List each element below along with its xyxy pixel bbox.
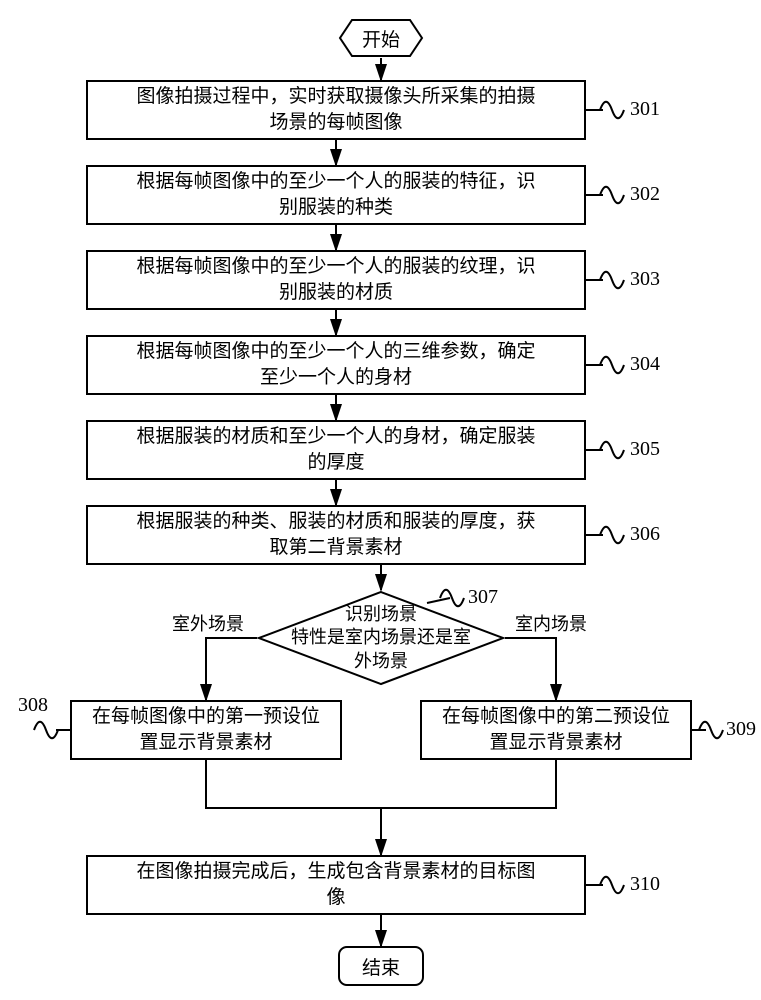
branch-right-label: 室内场景 [515,610,587,636]
label-303: 303 [630,268,660,291]
label-301: 301 [630,98,660,121]
label-304: 304 [630,353,660,376]
step-309: 在每帧图像中的第二预设位 置显示背景素材 [420,700,692,760]
label-306: 306 [630,523,660,546]
decision-307-text: 识别场景 特性是室内场景还是室 外场景 [291,603,471,673]
wave-302 [598,182,626,208]
end-terminator: 结束 [338,946,424,986]
step-304: 根据每帧图像中的至少一个人的三维参数，确定 至少一个人的身材 [86,335,586,395]
wave-309 [697,717,725,743]
step-304-text: 根据每帧图像中的至少一个人的三维参数，确定 至少一个人的身材 [136,339,535,390]
step-308: 在每帧图像中的第一预设位 置显示背景素材 [70,700,342,760]
step-309-text: 在每帧图像中的第二预设位 置显示背景素材 [442,704,670,755]
step-305-text: 根据服装的材质和至少一个人的身材，确定服装 的厚度 [136,424,535,475]
label-309: 309 [726,718,756,741]
label-310: 310 [630,873,660,896]
step-303: 根据每帧图像中的至少一个人的服装的纹理，识 别服装的材质 [86,250,586,310]
step-301: 图像拍摄过程中，实时获取摄像头所采集的拍摄 场景的每帧图像 [86,80,586,140]
step-301-text: 图像拍摄过程中，实时获取摄像头所采集的拍摄 场景的每帧图像 [136,84,535,135]
wave-310 [598,872,626,898]
wave-306 [598,522,626,548]
step-305: 根据服装的材质和至少一个人的身材，确定服装 的厚度 [86,420,586,480]
connectors [0,0,761,1000]
label-305: 305 [630,438,660,461]
label-307: 307 [468,586,498,609]
wave-304 [598,352,626,378]
step-306-text: 根据服装的种类、服装的材质和服装的厚度，获 取第二背景素材 [136,509,535,560]
step-306: 根据服装的种类、服装的材质和服装的厚度，获 取第二背景素材 [86,505,586,565]
start-label: 开始 [362,25,400,52]
step-308-text: 在每帧图像中的第一预设位 置显示背景素材 [92,704,320,755]
step-310: 在图像拍摄完成后，生成包含背景素材的目标图 像 [86,855,586,915]
end-label: 结束 [362,953,400,980]
step-310-text: 在图像拍摄完成后，生成包含背景素材的目标图 像 [136,859,535,910]
label-308: 308 [18,694,48,717]
wave-305 [598,437,626,463]
wave-303 [598,267,626,293]
start-terminator: 开始 [338,18,424,58]
label-302: 302 [630,183,660,206]
branch-left-label: 室外场景 [172,610,244,636]
step-302-text: 根据每帧图像中的至少一个人的服装的特征，识 别服装的种类 [136,169,535,220]
flowchart-canvas: 开始 图像拍摄过程中，实时获取摄像头所采集的拍摄 场景的每帧图像 根据每帧图像中… [0,0,761,1000]
wave-301 [598,97,626,123]
wave-308 [32,717,60,743]
step-303-text: 根据每帧图像中的至少一个人的服装的纹理，识 别服装的材质 [136,254,535,305]
step-302: 根据每帧图像中的至少一个人的服装的特征，识 别服装的种类 [86,165,586,225]
